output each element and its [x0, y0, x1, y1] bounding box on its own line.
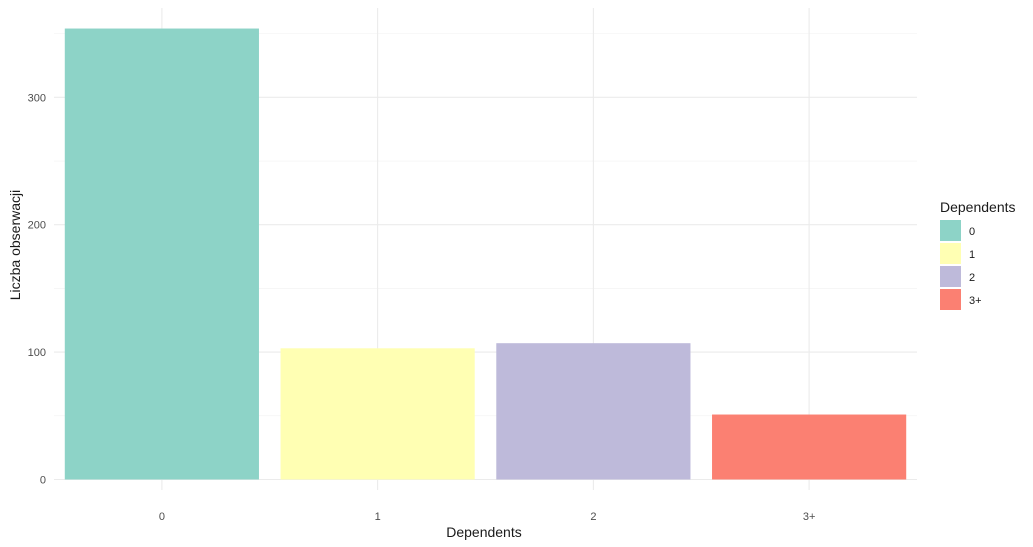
bar-3+: [712, 414, 907, 480]
bars: [64, 28, 907, 480]
legend-items: 0 1 2 3+: [940, 220, 982, 310]
bar-2: [496, 343, 691, 480]
x-tick-label: 0: [159, 511, 165, 523]
legend-key-2: [940, 266, 961, 287]
x-tick-label: 1: [375, 511, 381, 523]
y-axis-ticks: 0 100 200 300: [28, 92, 46, 486]
legend: Dependents 0 1 2 3+: [940, 199, 1016, 310]
legend-key-1: [940, 243, 961, 264]
x-tick-label: 2: [590, 511, 596, 523]
legend-label-0: 0: [969, 226, 975, 238]
y-tick-label: 0: [40, 475, 46, 487]
legend-label-3+: 3+: [969, 295, 982, 307]
x-tick-label: 3+: [803, 511, 816, 523]
legend-key-3+: [940, 289, 961, 310]
legend-key-0: [940, 220, 961, 241]
y-tick-label: 300: [28, 92, 46, 104]
legend-label-2: 2: [969, 272, 975, 284]
x-axis-title: Dependents: [446, 524, 522, 540]
bar-0: [64, 28, 259, 480]
bar-1: [280, 348, 475, 480]
x-axis-ticks: 0 1 2 3+: [159, 511, 816, 523]
legend-title: Dependents: [940, 199, 1016, 215]
legend-label-1: 1: [969, 249, 975, 261]
y-tick-label: 100: [28, 347, 46, 359]
y-axis-title: Liczba obserwacji: [7, 190, 23, 301]
y-tick-label: 200: [28, 220, 46, 232]
